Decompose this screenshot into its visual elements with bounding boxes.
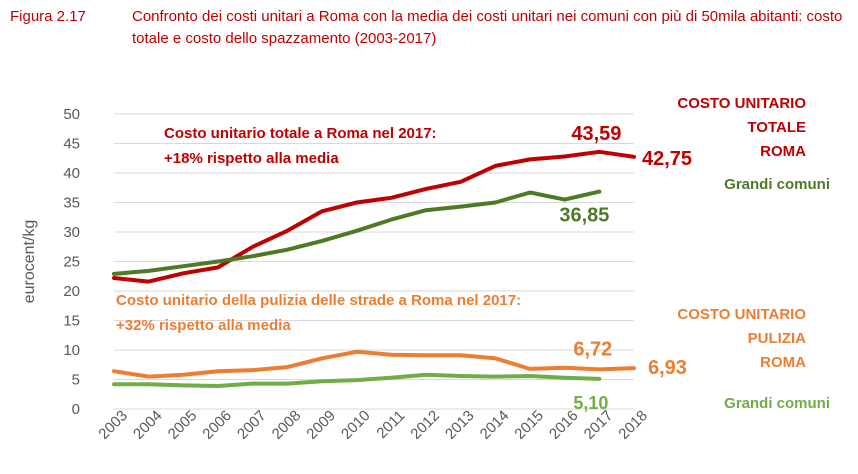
legend-leg_grandi_pul-line: Grandi comuni	[724, 395, 830, 412]
legend-leg_roma_pul-line: COSTO UNITARIO	[677, 306, 806, 323]
y-tick-label: 25	[63, 254, 80, 271]
data-label-lbl_3685: 36,85	[559, 205, 609, 227]
grid-lines	[114, 113, 634, 410]
x-tick-label: 2005	[165, 407, 201, 443]
y-tick-label: 5	[72, 372, 80, 389]
series-line-grandi_total	[112, 189, 602, 276]
x-tick-label: 2009	[303, 407, 339, 443]
x-tick-label: 2011	[373, 407, 408, 442]
series-line-roma_pulizia	[112, 349, 636, 379]
x-tick-label: 2012	[407, 407, 443, 443]
y-tick-label: 45	[63, 136, 80, 153]
annotation-ann_pul_2: +32% rispetto alla media	[116, 317, 291, 334]
annotation-ann_pul_1: Costo unitario della pulizia delle strad…	[116, 292, 521, 309]
annotation-ann_total_2: +18% rispetto alla media	[164, 150, 339, 167]
y-tick-label: 20	[63, 283, 80, 300]
series-line-roma_total	[112, 149, 636, 284]
legend-leg_roma_total-line: TOTALE	[747, 119, 806, 136]
legend-leg_roma_total-line: COSTO UNITARIO	[677, 95, 806, 112]
y-tick-label: 30	[63, 224, 80, 241]
x-tick-label: 2014	[477, 407, 513, 443]
y-tick-label: 35	[63, 195, 80, 212]
y-axis-label: eurocent/kg	[21, 220, 38, 304]
y-tick-label: 0	[72, 401, 80, 418]
data-label-lbl_4359: 43,59	[571, 123, 621, 145]
data-label-lbl_672: 6,72	[573, 338, 612, 360]
annotation-ann_total_1: Costo unitario totale a Roma nel 2017:	[164, 125, 437, 142]
x-tick-label: 2008	[269, 407, 305, 443]
data-labels: 43,59 42,75 36,85 6,72 6,93 5,10	[559, 123, 692, 413]
figure-label: Figura 2.17	[10, 8, 86, 25]
data-label-lbl_693: 6,93	[648, 357, 687, 379]
data-label-lbl_510: 5,10	[573, 393, 608, 413]
x-tick-label: 2004	[130, 407, 166, 443]
x-tick-label: 2010	[338, 407, 374, 443]
x-tick-label: 2007	[234, 407, 270, 443]
legend-leg_roma_pul-line: ROMA	[760, 354, 806, 371]
data-label-lbl_4275: 42,75	[642, 148, 692, 170]
y-tick-label: 15	[63, 313, 80, 330]
y-tick-label: 40	[63, 165, 80, 182]
y-tick-label: 50	[63, 106, 80, 123]
legend-leg_roma_total-line: ROMA	[760, 143, 806, 160]
series-line-grandi_pulizia	[112, 372, 602, 388]
figure-title: Confronto dei costi unitari a Roma con l…	[132, 8, 843, 47]
x-tick-label: 2015	[511, 407, 547, 443]
legend-leg_roma_pul-line: PULIZIA	[748, 330, 806, 347]
legend: COSTO UNITARIO TOTALE ROMA Grandi comuni COS…	[677, 95, 830, 412]
x-tick-label: 2013	[442, 407, 478, 443]
x-tick-label: 2006	[199, 407, 235, 443]
series-lines	[112, 149, 636, 388]
legend-leg_grandi_total-line: Grandi comuni	[724, 176, 830, 193]
x-tick-label: 2018	[615, 407, 651, 443]
x-tick-label: 2003	[95, 407, 131, 443]
y-tick-label: 10	[63, 342, 80, 359]
annotations: Costo unitario totale a Roma nel 2017: +1…	[116, 125, 521, 334]
